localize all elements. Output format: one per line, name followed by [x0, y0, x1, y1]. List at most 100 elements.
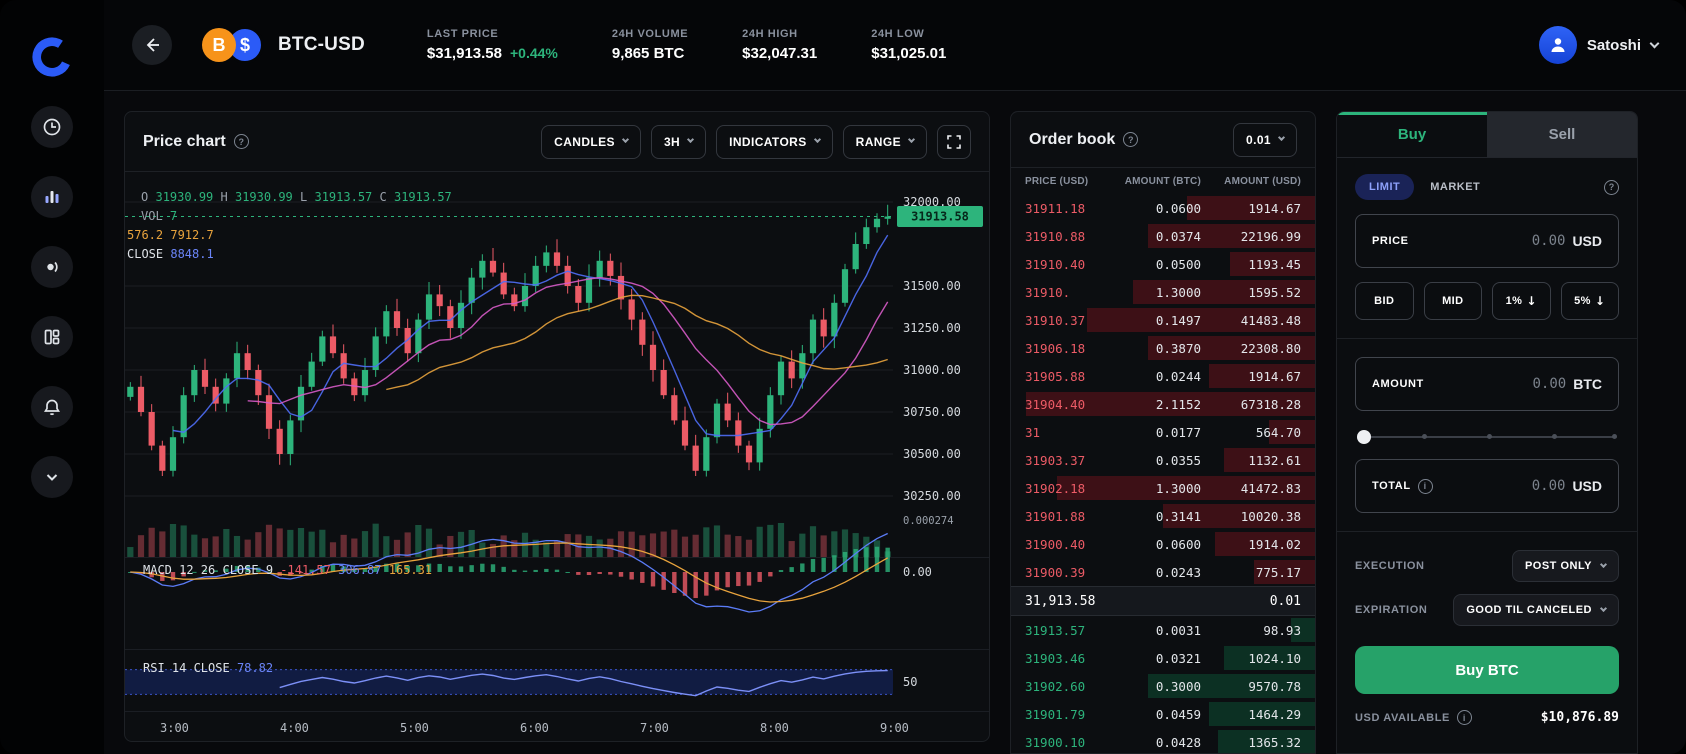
ask-row[interactable]: 31904.40 2.1152 67318.28: [1011, 390, 1315, 418]
amount-usd: 1365.32: [1248, 734, 1301, 750]
precision-dropdown[interactable]: 0.01: [1233, 122, 1297, 157]
trade-panel: Buy Sell LIMIT MARKET ? PRICE 0.00 USD BI…: [1336, 111, 1638, 754]
mid-button[interactable]: MID: [1423, 282, 1482, 320]
ema-legend: 576.2 7912.7: [127, 228, 214, 242]
indicators-dropdown[interactable]: INDICATORS: [716, 124, 833, 159]
chevron-down-icon: [907, 135, 916, 144]
svg-text:0.00: 0.00: [903, 565, 932, 579]
chevron-down-icon: [1649, 38, 1660, 48]
ask-row[interactable]: 31911.18 0.0600 1914.67: [1011, 194, 1315, 222]
top-header: B $ BTC-USD LAST PRICE $31,913.58 +0.44% …: [104, 0, 1686, 91]
bid-row[interactable]: 31903.46 0.0321 1024.10: [1011, 644, 1315, 672]
sidebar: [0, 0, 104, 754]
slider-thumb[interactable]: [1357, 430, 1371, 444]
help-icon[interactable]: ?: [233, 134, 249, 149]
expand-more-icon[interactable]: [31, 456, 73, 498]
amount-usd: 67318.28: [1240, 396, 1301, 412]
tab-sell[interactable]: Sell: [1487, 112, 1637, 157]
price: 31910.88: [1025, 228, 1086, 244]
amount-usd: 41472.83: [1240, 480, 1301, 496]
trade-tabs: Buy Sell: [1337, 112, 1637, 158]
price-field[interactable]: PRICE 0.00 USD: [1355, 214, 1619, 268]
price: 31911.18: [1025, 200, 1086, 216]
slider-dot: [1422, 434, 1427, 439]
coinbase-logo[interactable]: [31, 36, 73, 78]
activity-icon[interactable]: [31, 176, 73, 218]
expiration-dropdown[interactable]: GOOD TIL CANCELED: [1453, 594, 1619, 626]
bid-row[interactable]: 31913.57 0.0031 98.93: [1011, 616, 1315, 644]
bid-button[interactable]: BID: [1355, 282, 1414, 320]
price-value: 0.00: [1531, 233, 1566, 249]
price: 31901.79: [1025, 706, 1086, 722]
arrow-down-icon: ↓: [1594, 294, 1606, 308]
amount-btc: 0.0321: [1155, 650, 1201, 666]
amount-btc: 0.3141: [1155, 508, 1201, 524]
market-stats: LAST PRICE $31,913.58 +0.44% 24H VOLUME 9…: [427, 28, 946, 62]
mid-price: 31,913.58: [1025, 593, 1096, 609]
amount-usd: 1024.10: [1248, 650, 1301, 666]
account-menu[interactable]: Satoshi: [1538, 26, 1660, 64]
slider-dot: [1552, 434, 1557, 439]
amount-usd: 1132.61: [1248, 452, 1301, 468]
buy-btc-button[interactable]: Buy BTC: [1355, 646, 1619, 694]
chart-type-dropdown[interactable]: CANDLES: [541, 124, 641, 159]
help-icon[interactable]: ?: [1604, 179, 1619, 195]
ask-row[interactable]: 31900.39 0.0243 775.17: [1011, 558, 1315, 586]
total-field[interactable]: TOTAL i 0.00 USD: [1355, 459, 1619, 513]
order-book-mid-price[interactable]: 31,913.58 0.01: [1011, 586, 1315, 616]
help-icon[interactable]: ?: [1123, 132, 1139, 147]
depth-bar: [1187, 196, 1315, 220]
order-type-market[interactable]: MARKET: [1430, 181, 1481, 193]
chart-area[interactable]: 32000.00 31500.00 31250.00 31000.00 30750.00…: [125, 172, 989, 740]
notifications-icon[interactable]: [31, 386, 73, 428]
back-button[interactable]: [132, 25, 172, 65]
fullscreen-button[interactable]: [937, 124, 971, 159]
price: 31901.88: [1025, 508, 1086, 524]
execution-dropdown[interactable]: POST ONLY: [1511, 550, 1619, 582]
amount-btc: 0.0374: [1155, 228, 1201, 244]
chevron-down-icon: [813, 135, 821, 144]
info-icon[interactable]: i: [1456, 710, 1472, 725]
chart-toolbar: CANDLES 3H INDICATORS RANGE: [541, 124, 971, 159]
ask-row[interactable]: 31903.37 0.0355 1132.61: [1011, 446, 1315, 474]
ask-row[interactable]: 31906.18 0.3870 22308.80: [1011, 334, 1315, 362]
info-icon[interactable]: i: [1417, 478, 1433, 494]
range-dropdown[interactable]: RANGE: [842, 124, 927, 159]
price: 31902.60: [1025, 678, 1086, 694]
amount-field[interactable]: AMOUNT 0.00 BTC: [1355, 357, 1619, 411]
markets-icon[interactable]: [31, 246, 73, 288]
order-type-limit[interactable]: LIMIT: [1355, 174, 1415, 200]
ask-row[interactable]: 31 0.0177 564.70: [1011, 418, 1315, 446]
depth-bar: [1163, 504, 1315, 528]
stat-24h-high: 24H HIGH $32,047.31: [742, 28, 818, 62]
history-icon[interactable]: [31, 106, 73, 148]
ask-row[interactable]: 31910.37 0.1497 41483.48: [1011, 306, 1315, 334]
bid-row[interactable]: 31901.79 0.0459 1464.29: [1011, 700, 1315, 728]
order-book-columns: PRICE (USD) AMOUNT (BTC) AMOUNT (USD): [1011, 168, 1315, 194]
ask-row[interactable]: 31910.88 0.0374 22196.99: [1011, 222, 1315, 250]
amount-btc: 0.0600: [1155, 200, 1201, 216]
bid-row[interactable]: 31902.60 0.3000 9570.78: [1011, 672, 1315, 700]
ask-row[interactable]: 31901.88 0.3141 10020.38: [1011, 502, 1315, 530]
amount-slider[interactable]: [1357, 429, 1617, 445]
price: 31900.39: [1025, 564, 1086, 580]
svg-text:31913.58: 31913.58: [911, 210, 969, 224]
amount-btc: 2.1152: [1155, 396, 1201, 412]
tab-buy[interactable]: Buy: [1337, 112, 1487, 157]
minus-1pct-button[interactable]: 1% ↓: [1492, 282, 1551, 320]
minus-5pct-button[interactable]: 5% ↓: [1560, 282, 1619, 320]
amount-btc: 0.3870: [1155, 340, 1201, 356]
ask-row[interactable]: 31902.18 1.3000 41472.83: [1011, 474, 1315, 502]
macd-legend: MACD 12 26 CLOSE 9 -141.57 306.87 165.31: [143, 563, 433, 577]
interval-dropdown[interactable]: 3H: [650, 124, 707, 159]
ask-row[interactable]: 31910. 1.3000 1595.52: [1011, 278, 1315, 306]
amount-usd: 22196.99: [1240, 228, 1301, 244]
price: 31900.40: [1025, 536, 1086, 552]
ask-row[interactable]: 31905.88 0.0244 1914.67: [1011, 362, 1315, 390]
amount-usd: 98.93: [1263, 622, 1301, 638]
ask-row[interactable]: 31910.40 0.0500 1193.45: [1011, 250, 1315, 278]
ask-row[interactable]: 31900.40 0.0600 1914.02: [1011, 530, 1315, 558]
slider-dot: [1487, 434, 1492, 439]
portfolio-icon[interactable]: [31, 316, 73, 358]
bid-row[interactable]: 31900.10 0.0428 1365.32: [1011, 728, 1315, 753]
